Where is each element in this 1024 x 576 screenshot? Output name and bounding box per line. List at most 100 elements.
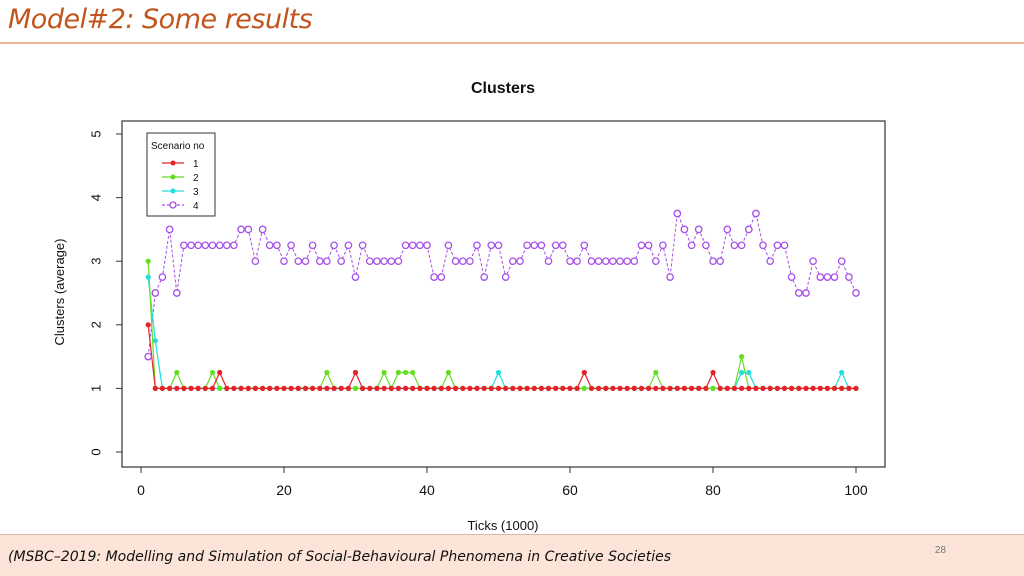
data-point-series-4 (787, 273, 796, 281)
data-point-series-4 (451, 257, 460, 266)
data-point-series-2 (209, 369, 216, 376)
data-point-series-1 (495, 385, 502, 391)
legend-entry-label: 2 (193, 173, 199, 184)
data-point-series-1 (488, 385, 494, 391)
data-point-series-1 (596, 385, 602, 391)
data-point-series-4 (351, 273, 360, 281)
title-divider (0, 42, 1024, 44)
data-point-series-1 (388, 385, 394, 391)
data-point-series-1 (774, 385, 781, 391)
data-point-series-4 (301, 257, 310, 266)
data-point-series-4 (473, 241, 481, 250)
data-point-series-4 (287, 241, 295, 250)
data-point-series-4 (780, 241, 789, 250)
data-point-series-1 (159, 385, 165, 391)
data-point-series-4 (551, 241, 560, 250)
series-points (144, 209, 860, 391)
data-point-series-1 (724, 385, 730, 391)
data-point-series-2 (653, 369, 659, 376)
data-point-series-1 (267, 385, 273, 391)
data-point-series-2 (381, 369, 387, 376)
data-point-series-3 (839, 369, 845, 376)
data-point-series-1 (217, 369, 223, 376)
page-number: 28 (934, 545, 946, 556)
data-point-series-4 (601, 257, 610, 266)
data-point-series-1 (588, 385, 595, 391)
data-point-series-4 (380, 257, 388, 266)
data-point-series-4 (222, 241, 231, 250)
data-point-series-4 (530, 241, 539, 250)
data-point-series-4 (158, 273, 167, 281)
data-point-series-4 (430, 273, 438, 281)
data-point-series-3 (739, 369, 745, 376)
data-point-series-4 (187, 241, 195, 250)
data-point-series-1 (839, 385, 845, 391)
data-point-series-1 (331, 385, 337, 391)
data-point-series-3 (746, 369, 752, 376)
data-point-series-1 (245, 385, 251, 391)
data-point-series-4 (194, 241, 203, 250)
data-point-series-1 (831, 385, 838, 391)
data-point-series-1 (424, 385, 430, 391)
data-point-series-4 (580, 241, 589, 250)
data-point-series-1 (796, 385, 802, 391)
data-point-series-1 (553, 385, 559, 391)
x-tick-label: 80 (705, 482, 721, 498)
data-point-series-1 (481, 385, 487, 391)
data-point-series-1 (531, 385, 537, 391)
data-point-series-1 (167, 385, 173, 391)
data-point-series-4 (423, 241, 431, 250)
data-point-series-1 (545, 385, 552, 391)
data-point-series-4 (401, 241, 410, 250)
x-tick-label: 0 (137, 482, 145, 498)
data-point-series-1 (853, 385, 859, 391)
legend-marker-2 (170, 174, 176, 180)
data-point-series-4 (258, 225, 267, 234)
y-tick-label: 0 (89, 448, 104, 455)
data-point-series-1 (360, 385, 366, 391)
data-point-series-4 (558, 241, 567, 250)
chart-title: Clusters (471, 80, 535, 97)
data-point-series-4 (230, 241, 238, 250)
data-point-series-1 (624, 385, 630, 391)
x-tick-label: 60 (562, 482, 578, 498)
data-point-series-4 (837, 257, 846, 266)
data-point-series-1 (145, 322, 151, 328)
data-point-series-1 (753, 385, 759, 391)
data-point-series-4 (201, 241, 210, 250)
data-point-series-1 (560, 385, 566, 391)
data-point-series-4 (172, 289, 181, 297)
data-point-series-1 (152, 385, 158, 391)
data-point-series-1 (667, 385, 673, 391)
data-point-series-4 (587, 257, 596, 266)
data-point-series-4 (766, 257, 775, 266)
data-point-series-1 (281, 385, 287, 391)
data-point-series-4 (630, 257, 639, 266)
y-axis-label: Clusters (average) (52, 239, 67, 346)
data-point-series-2 (581, 385, 587, 391)
data-point-series-4 (644, 241, 653, 250)
data-point-series-1 (438, 385, 444, 391)
data-point-series-1 (731, 385, 738, 391)
data-point-series-4 (394, 257, 403, 266)
data-point-series-3 (152, 338, 158, 344)
data-point-series-4 (809, 257, 817, 266)
data-point-series-4 (487, 241, 496, 250)
x-axis-label: Ticks (1000) (467, 518, 538, 533)
data-point-series-1 (824, 385, 831, 391)
y-tick-label: 2 (89, 321, 104, 328)
data-point-series-1 (846, 385, 852, 391)
data-point-series-1 (403, 385, 409, 391)
plot-frame (121, 120, 886, 468)
data-point-series-4 (466, 257, 474, 266)
data-point-series-1 (517, 385, 523, 391)
legend-entry-label: 4 (193, 201, 199, 212)
x-tick-label: 40 (419, 482, 435, 498)
data-point-series-1 (503, 385, 509, 391)
data-point-series-4 (544, 257, 553, 266)
legend-marker-1 (170, 160, 176, 166)
data-point-series-1 (302, 385, 309, 391)
data-point-series-1 (174, 385, 180, 391)
data-point-series-4 (609, 257, 617, 266)
data-point-series-4 (251, 257, 260, 266)
